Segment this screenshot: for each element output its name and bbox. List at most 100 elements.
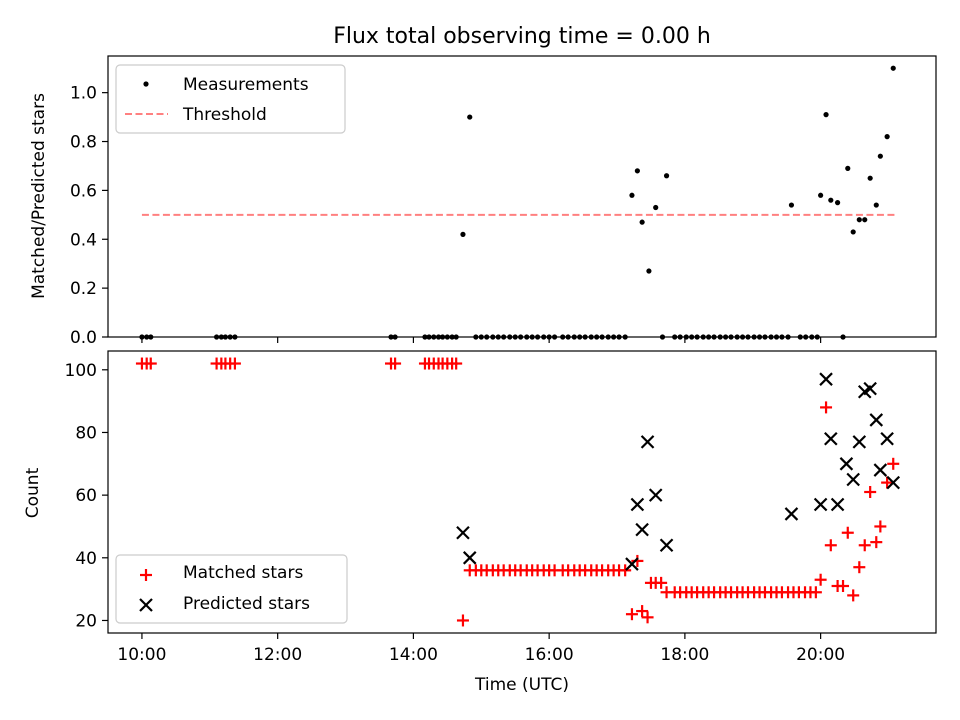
predicted-star-point [830, 497, 845, 512]
bottom-y-tick-label-1: 40 [75, 549, 97, 569]
measurement-point [467, 114, 473, 120]
predicted-star-point [880, 431, 894, 446]
predicted-star-point [846, 472, 860, 487]
measurement-point [884, 134, 890, 140]
bottom-y-tick-label-2: 60 [75, 486, 97, 506]
x-tick-label-3: 16:00 [525, 645, 574, 665]
matched-star-point [631, 554, 644, 567]
matched-star-point [641, 611, 654, 624]
measurement-point [862, 217, 868, 223]
legend-measurements-label: Measurements [183, 75, 309, 95]
measurement-point [867, 175, 873, 181]
measurement-point [629, 192, 635, 198]
predicted-star-point [648, 488, 663, 502]
matched-star-point [144, 357, 157, 370]
matched-star-point [814, 573, 827, 586]
measurement-point [877, 153, 883, 159]
top-y-tick-label-0: 0.0 [70, 328, 97, 348]
measurement-point [639, 219, 645, 225]
x-tick-label-1: 12:00 [253, 645, 302, 665]
top-y-tick-label-3: 0.6 [70, 181, 97, 201]
matched-star-point [655, 576, 668, 589]
predicted-star-point [630, 497, 645, 512]
measurement-point [890, 65, 896, 71]
x-tick-label-0: 10:00 [117, 645, 166, 665]
measurement-point [850, 229, 856, 235]
bottom-y-tick-label-4: 100 [65, 361, 97, 381]
bottom-legend: Matched stars Predicted stars [115, 554, 348, 624]
predicted-star-point [640, 435, 655, 449]
predicted-star-point [625, 557, 639, 571]
matched-star-point [636, 605, 649, 618]
predicted-star-point [659, 538, 674, 553]
x-axis-label: Time (UTC) [474, 675, 569, 695]
top-y-axis-label: Matched/Predicted stars [29, 93, 49, 299]
measurement-point [818, 192, 824, 198]
measurement-point [856, 217, 862, 223]
measurement-point [845, 165, 851, 171]
predicted-star-point [852, 435, 867, 449]
top-y-tick-label-2: 0.4 [70, 230, 97, 250]
bottom-y-tick-label-0: 20 [75, 611, 97, 631]
measurement-point [634, 168, 640, 174]
matched-star-point [881, 476, 894, 489]
measurement-point [823, 112, 829, 118]
bottom-axes-frame [107, 350, 937, 634]
bottom-y-axis-label: Count [23, 467, 43, 518]
top-y-tick-label-5: 1.0 [70, 84, 97, 104]
matched-star-point [228, 357, 241, 370]
bottom-axes-ticks: 10:00 12:00 14:00 16:00 18:00 20:00 20 40 60 80 10… [65, 361, 846, 665]
top-legend-box [115, 64, 346, 134]
legend-predicted-marker [139, 598, 153, 612]
x-tick-label-2: 14:00 [389, 645, 438, 665]
predicted-star-point [863, 381, 877, 396]
matched-star-point [874, 520, 887, 533]
top-y-tick-label-4: 0.8 [70, 133, 97, 153]
matched-star-point [820, 401, 833, 414]
matched-star-point [450, 357, 463, 370]
predicted-star-point [873, 463, 888, 477]
predicted-star-point [635, 522, 649, 537]
measurement-point [663, 173, 670, 179]
matched-star-point [837, 580, 850, 592]
measurement-point [873, 202, 879, 208]
matched-star-point [887, 457, 900, 470]
matched-star-point [853, 561, 866, 574]
predicted-star-point [784, 507, 799, 521]
predicted-star-point [839, 457, 854, 471]
measurement-point [646, 268, 652, 274]
predicted-star-point [819, 372, 833, 386]
matched-star-point [824, 539, 837, 552]
predicted-star-point [824, 431, 838, 446]
measurement-point [788, 202, 795, 208]
predicted-star-point [462, 551, 477, 565]
matched-star-point [847, 589, 860, 602]
legend-predicted-label: Predicted stars [183, 594, 310, 614]
chart-title: Flux total observing time = 0.00 h [333, 24, 711, 49]
legend-measurements-marker [143, 81, 149, 87]
x-tick-label-4: 18:00 [660, 645, 709, 665]
predicted-star-point [813, 497, 828, 512]
bottom-plot-area [135, 357, 901, 627]
matched-star-point [456, 614, 469, 627]
matched-star-point [870, 536, 883, 549]
measurement-point [834, 200, 841, 206]
top-legend: Measurements Threshold [115, 64, 346, 134]
matched-star-point [841, 526, 854, 539]
matched-star-point [619, 564, 632, 577]
matched-star-point [809, 586, 822, 599]
predicted-star-point [869, 413, 884, 427]
predicted-star-point [456, 525, 470, 540]
x-tick-label-5: 20:00 [796, 645, 845, 665]
legend-matched-label: Matched stars [183, 563, 303, 583]
matched-star-point [625, 608, 638, 621]
matched-star-point [864, 486, 877, 498]
bottom-legend-box [115, 554, 348, 624]
measurement-point [460, 231, 466, 237]
predicted-star-point [886, 475, 901, 490]
matched-star-point [389, 357, 402, 370]
top-axes-ticks: 0.0 0.2 0.4 0.6 0.8 1.0 [70, 84, 822, 348]
legend-matched-marker [140, 569, 152, 581]
legend-threshold-label: Threshold [182, 105, 267, 125]
